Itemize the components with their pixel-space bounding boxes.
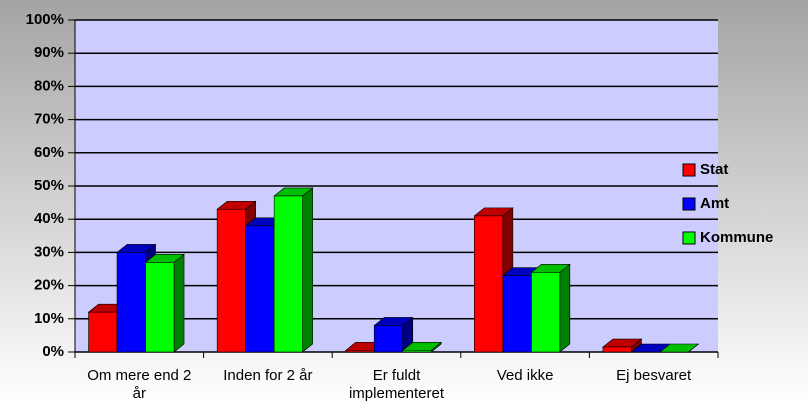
bar-front — [245, 225, 275, 353]
legend-swatch — [682, 163, 696, 177]
bar-front — [88, 311, 118, 353]
x-tick-label: Ej besvaret — [616, 367, 692, 384]
y-tick-label: 90% — [34, 44, 64, 61]
bar-front — [145, 262, 175, 353]
bar-front — [531, 272, 561, 353]
y-tick-label: 10% — [34, 310, 64, 327]
y-tick-label: 70% — [34, 111, 64, 128]
bar-top — [659, 343, 700, 353]
bar-front — [402, 350, 432, 353]
bar-front — [216, 208, 246, 353]
y-tick-label: 0% — [42, 343, 64, 360]
y-tick-label: 30% — [34, 243, 64, 260]
bar-front — [502, 275, 532, 353]
legend-swatch — [682, 231, 696, 245]
bar — [401, 341, 443, 353]
bar-front — [373, 325, 404, 353]
y-tick-label: 50% — [34, 177, 64, 194]
bar-front — [345, 350, 375, 353]
bar-front — [474, 215, 504, 353]
x-tick-label: Inden for 2 år — [223, 367, 313, 384]
y-tick-label: 80% — [34, 77, 64, 94]
bar-front — [273, 195, 303, 353]
bar-side — [559, 263, 571, 353]
y-tick-label: 20% — [34, 277, 64, 294]
legend-label: Kommune — [700, 229, 773, 246]
bar-front — [602, 346, 632, 353]
bar — [530, 263, 571, 353]
legend-label: Amt — [700, 195, 729, 212]
bar-side — [173, 253, 185, 353]
bar — [659, 343, 700, 353]
y-tick-label: 40% — [34, 210, 64, 227]
bar — [373, 316, 414, 353]
x-tick-label: Ved ikke — [496, 367, 554, 384]
x-tick-label: Om mere end 2 år — [87, 367, 192, 402]
y-tick-label: 60% — [34, 144, 64, 161]
bar — [273, 187, 314, 353]
bar — [144, 253, 185, 353]
bar-front — [116, 252, 146, 353]
legend-label: Stat — [700, 161, 728, 178]
x-tick-label: Er fuldt implementeret — [348, 367, 445, 402]
legend-swatch — [682, 197, 696, 211]
y-tick-label: 100% — [26, 11, 64, 28]
bar — [602, 338, 643, 353]
bar-side — [302, 187, 313, 353]
